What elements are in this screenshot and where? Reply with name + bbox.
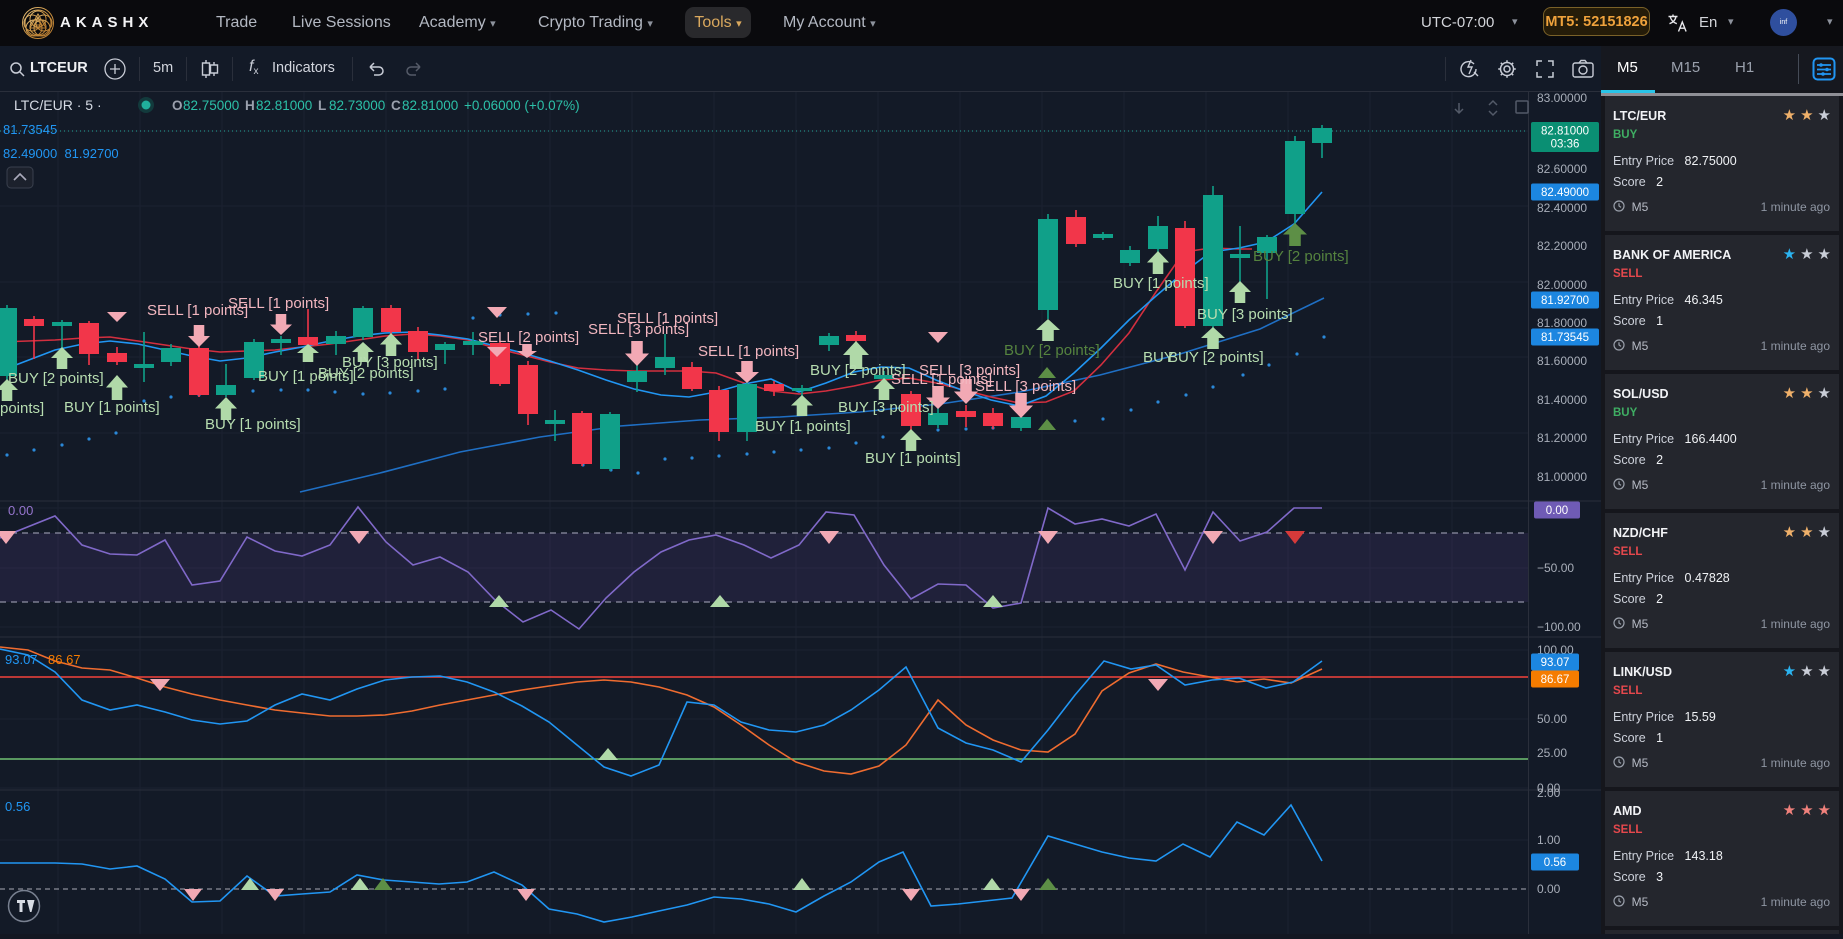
svg-text:−100.00: −100.00 [1537, 620, 1581, 634]
svg-text:O: O [172, 98, 183, 113]
svg-text:SELL [3 points]: SELL [3 points] [975, 378, 1076, 395]
svg-text:81.00000: 81.00000 [1537, 470, 1587, 484]
svg-text:82.73000: 82.73000 [329, 98, 385, 113]
svg-text:BUY [1 points]: BUY [1 points] [1113, 275, 1209, 292]
svg-text:−50.00: −50.00 [1537, 561, 1574, 575]
svg-text:BUY [2 points]: BUY [2 points] [1004, 342, 1100, 359]
svg-text:81.40000: 81.40000 [1537, 393, 1587, 407]
svg-text:25.00: 25.00 [1537, 746, 1567, 760]
svg-text:0.00: 0.00 [1537, 882, 1561, 896]
svg-text:+0.06000 (+0.07%): +0.06000 (+0.07%) [464, 98, 580, 113]
svg-text:82.20000: 82.20000 [1537, 239, 1587, 253]
svg-text:1.00: 1.00 [1537, 833, 1561, 847]
svg-text:93.07: 93.07 [5, 652, 38, 667]
svg-text:0.56: 0.56 [5, 799, 30, 814]
svg-text:BUY [2 points]: BUY [2 points] [810, 362, 906, 379]
svg-text:C: C [391, 98, 401, 113]
svg-text:81.20000: 81.20000 [1537, 431, 1587, 445]
svg-text:93.07: 93.07 [1541, 657, 1570, 669]
svg-text:82.40000: 82.40000 [1537, 201, 1587, 215]
svg-text:BUY [3 points]: BUY [3 points] [838, 399, 934, 416]
svg-text:0.56: 0.56 [1544, 857, 1566, 869]
svg-text:81.73545: 81.73545 [3, 122, 57, 137]
svg-text:82.49000 81.92700: 82.49000 81.92700 [3, 146, 119, 161]
svg-text:BUY [1 points]: BUY [1 points] [755, 418, 851, 435]
svg-text:50.00: 50.00 [1537, 712, 1567, 726]
svg-text:BUY [2 points]: BUY [2 points] [1168, 349, 1264, 366]
svg-text:SELL [1 points]: SELL [1 points] [698, 343, 799, 360]
svg-text:82.00000: 82.00000 [1537, 278, 1587, 292]
svg-text:81.92700: 81.92700 [1541, 295, 1589, 307]
svg-text:SELL [3 points]: SELL [3 points] [588, 321, 689, 338]
svg-text:82.60000: 82.60000 [1537, 162, 1587, 176]
svg-text:LTC/EUR · 5 ·: LTC/EUR · 5 · [14, 97, 102, 113]
svg-text:82.75000: 82.75000 [183, 98, 239, 113]
svg-text:BUY [2 points]: BUY [2 points] [1253, 248, 1349, 265]
svg-text:points]: points] [0, 400, 44, 417]
svg-text:81.60000: 81.60000 [1537, 354, 1587, 368]
svg-text:BUY [2 points]: BUY [2 points] [318, 365, 414, 382]
svg-text:SELL [2 points]: SELL [2 points] [478, 329, 579, 346]
svg-text:SELL [1 points]: SELL [1 points] [228, 295, 329, 312]
svg-text:BUY [1 points]: BUY [1 points] [205, 416, 301, 433]
svg-text:H: H [245, 98, 255, 113]
svg-text:03:36: 03:36 [1551, 139, 1580, 151]
svg-text:BUY [1 points]: BUY [1 points] [258, 368, 354, 385]
svg-text:BUY [2 points]: BUY [2 points] [8, 370, 104, 387]
svg-text:86.67: 86.67 [48, 652, 81, 667]
svg-text:81.73545: 81.73545 [1541, 332, 1589, 344]
svg-text:SELL [1 points]: SELL [1 points] [617, 310, 718, 327]
svg-text:L: L [318, 98, 326, 113]
svg-text:SELL [3 points]: SELL [3 points] [919, 362, 1020, 379]
svg-text:BUY: BUY [1143, 349, 1174, 366]
svg-text:82.49000: 82.49000 [1541, 187, 1589, 199]
svg-text:SELL [1 points]: SELL [1 points] [147, 302, 248, 319]
svg-text:81.80000: 81.80000 [1537, 316, 1587, 330]
svg-text:BUY [3 points]: BUY [3 points] [1197, 306, 1293, 323]
svg-text:BUY [1 points]: BUY [1 points] [865, 450, 961, 467]
svg-text:0.00: 0.00 [1546, 505, 1568, 517]
svg-text:0.00: 0.00 [1537, 781, 1561, 795]
svg-text:83.00000: 83.00000 [1537, 92, 1587, 105]
svg-text:BUY [3 points]: BUY [3 points] [342, 354, 438, 371]
svg-text:2.00: 2.00 [1537, 786, 1561, 800]
svg-text:82.81000: 82.81000 [256, 98, 312, 113]
svg-text:0.00: 0.00 [8, 503, 33, 518]
svg-text:86.67: 86.67 [1541, 674, 1570, 686]
svg-text:SELL [1 points]: SELL [1 points] [891, 371, 992, 388]
svg-text:82.81000: 82.81000 [1541, 126, 1589, 138]
svg-text:BUY [1 points]: BUY [1 points] [64, 399, 160, 416]
svg-text:82.81000: 82.81000 [402, 98, 458, 113]
